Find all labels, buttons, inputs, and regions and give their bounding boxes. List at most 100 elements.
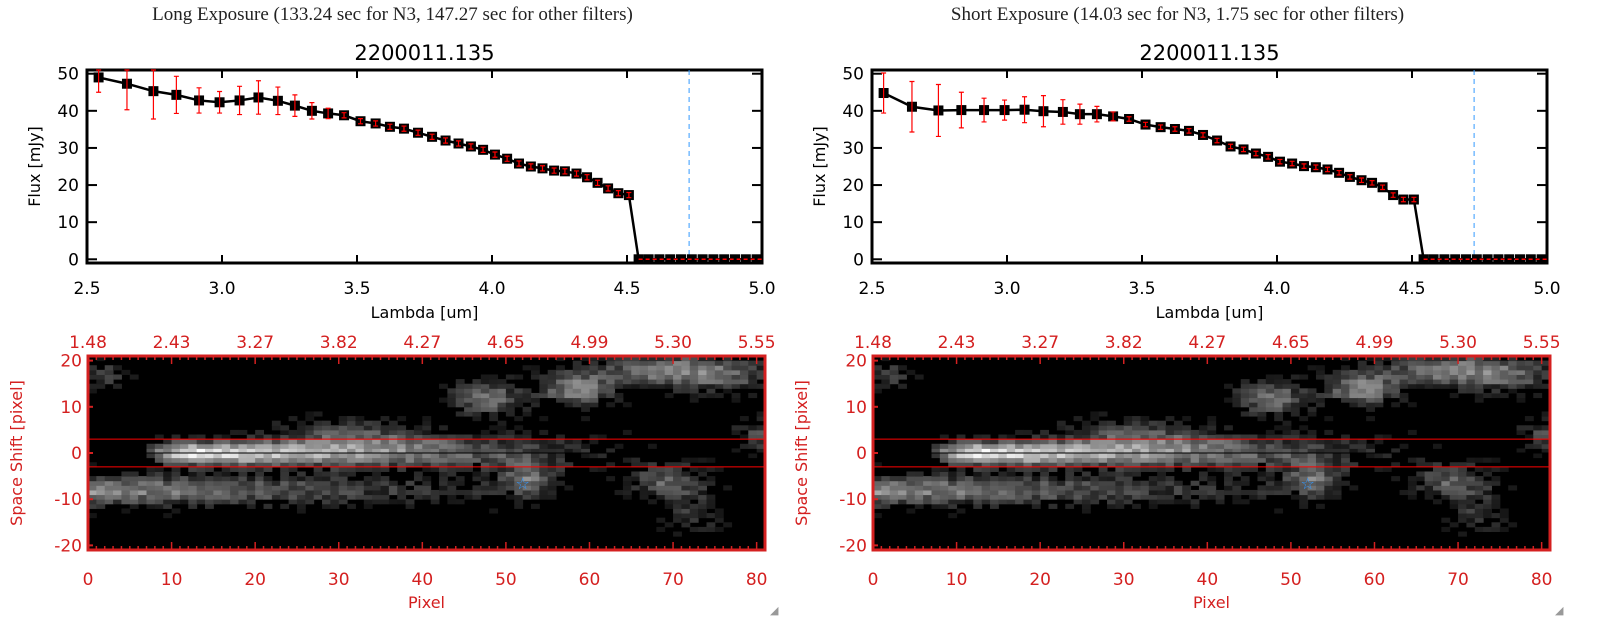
image-pixel [447,453,457,459]
resize-grip-icon[interactable]: ◢ [1555,604,1564,617]
image-pixel [355,420,365,426]
image-pixel [1274,462,1284,468]
image-pixel [1257,494,1267,500]
image-pixel [1290,411,1300,417]
resize-grip-icon[interactable]: ◢ [770,604,779,617]
image-pixel [547,448,557,454]
image-pixel [1474,360,1484,366]
image-pixel [413,439,423,445]
image-pixel [330,499,340,505]
image-pixel [1232,392,1242,399]
image-pixel [539,489,549,496]
y-axis-label: Space Shift [pixel] [792,380,811,526]
image-pixel [756,383,766,389]
image-pixel [1257,439,1267,445]
image-pixel [881,356,891,362]
image-pixel [1140,448,1150,454]
image-pixel [96,369,106,375]
error-bar [1253,150,1259,157]
image-pixel [1090,480,1100,486]
image-pixel [129,476,139,482]
image-pixel [1366,392,1375,399]
image-pixel [1240,476,1250,482]
image-pixel [898,365,907,371]
image-pixel [622,374,632,380]
image-pixel [1207,494,1217,500]
image-pixel [1374,379,1384,385]
image-pixel [1391,365,1401,371]
image-pixel [1483,369,1492,375]
image-pixel [455,443,465,449]
image-pixel [1483,466,1492,472]
image-pixel [1416,356,1426,362]
image-pixel [664,499,674,505]
image-pixel [1040,489,1050,496]
image-pixel [271,480,281,486]
image-pixel [1198,462,1208,468]
image-pixel [689,369,699,375]
image-pixel [1466,374,1476,380]
image-pixel [564,402,574,408]
image-pixel [263,485,273,491]
image-pixel [1474,480,1484,486]
image-pixel [606,388,616,394]
image-pixel [1249,397,1258,403]
image-pixel [1474,365,1484,371]
image-pixel [1299,388,1309,394]
image-pixel [597,356,607,362]
image-pixel [163,443,173,449]
image-pixel [589,434,599,440]
image-pixel [698,489,707,496]
image-pixel [347,416,356,422]
image-pixel [238,443,248,449]
image-pixel [1249,489,1258,496]
image-pixel [347,494,356,500]
image-pixel [1224,434,1233,440]
image-pixel [263,443,273,449]
data-point [1536,254,1547,265]
image-pixel [873,485,882,491]
image-pixel [539,457,549,463]
image-pixel [1240,402,1250,408]
image-pixel [1115,462,1125,468]
image-pixel [505,462,515,468]
image-pixel [939,489,949,496]
image-pixel [1441,356,1451,362]
image-pixel [238,429,248,436]
image-pixel [104,489,114,496]
image-pixel [1332,392,1342,399]
image-pixel [1240,480,1250,486]
image-pixel [213,434,223,440]
image-pixel [1458,476,1467,482]
image-pixel [1349,392,1359,399]
image-pixel [689,489,699,496]
image-pixel [1023,462,1033,468]
image-pixel [1257,471,1267,477]
image-pixel [1541,434,1551,440]
image-pixel [681,471,691,477]
image-pixel [1040,443,1050,449]
image-pixel [380,499,390,505]
image-pixel [931,503,941,509]
image-pixel [1474,508,1484,514]
image-pixel [188,434,198,440]
image-pixel [1516,369,1526,375]
image-pixel [1449,383,1459,389]
image-pixel [1399,356,1409,362]
image-pixel [873,369,882,375]
image-pixel [497,402,507,408]
image-pixel [948,489,958,496]
image-pixel [1458,379,1467,385]
image-pixel [1140,489,1150,496]
image-pixel [88,462,97,468]
image-pixel [1157,448,1167,454]
image-pixel [889,379,899,385]
image-pixel [530,485,540,491]
image-pixel [205,443,214,449]
image-pixel [1165,480,1175,486]
image-pixel [1307,457,1317,463]
image-pixel [530,453,540,459]
image-pixel [1483,503,1492,509]
image-pixel [1307,434,1317,440]
image-pixel [681,476,691,482]
